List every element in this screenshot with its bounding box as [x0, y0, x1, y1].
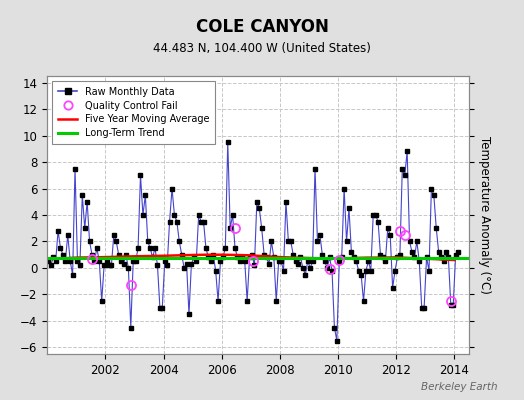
Y-axis label: Temperature Anomaly (°C): Temperature Anomaly (°C) [477, 136, 490, 294]
Legend: Raw Monthly Data, Quality Control Fail, Five Year Moving Average, Long-Term Tren: Raw Monthly Data, Quality Control Fail, … [52, 81, 215, 144]
Text: Berkeley Earth: Berkeley Earth [421, 382, 498, 392]
Text: COLE CANYON: COLE CANYON [195, 18, 329, 36]
Text: 44.483 N, 104.400 W (United States): 44.483 N, 104.400 W (United States) [153, 42, 371, 55]
